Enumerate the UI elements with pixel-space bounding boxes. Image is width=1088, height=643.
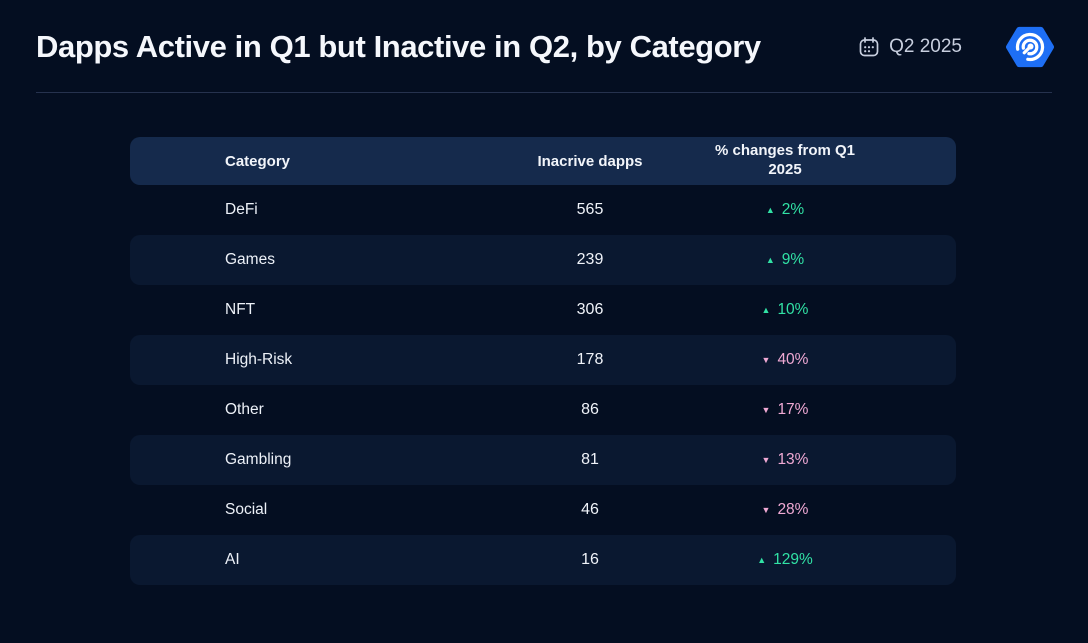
inactive-dapps-cell: 86 bbox=[581, 401, 599, 418]
inactive-dapps-cell: 565 bbox=[576, 201, 604, 218]
table-header-row: Category Inacrive dapps % changes from Q… bbox=[130, 137, 956, 185]
change-cell: ▲ 9% bbox=[695, 251, 875, 269]
change-value: 17% bbox=[777, 401, 809, 418]
table-row: Games 239 ▲ 9% bbox=[130, 235, 956, 285]
change-value: 40% bbox=[777, 351, 809, 368]
table-row: High-Risk 178 ▼ 40% bbox=[130, 335, 956, 385]
category-cell: Other bbox=[225, 401, 264, 418]
column-header-change: % changes from Q1 2025 bbox=[714, 142, 856, 178]
inactive-dapps-cell: 178 bbox=[576, 351, 604, 368]
trend-arrow-icon: ▼ bbox=[761, 354, 771, 365]
dapps-table: Category Inacrive dapps % changes from Q… bbox=[130, 137, 956, 585]
change-value: 13% bbox=[777, 451, 809, 468]
divider bbox=[36, 92, 1052, 93]
column-header-inactive-dapps: Inacrive dapps bbox=[537, 152, 643, 170]
category-cell: Games bbox=[225, 251, 275, 268]
trend-arrow-icon: ▲ bbox=[765, 254, 775, 265]
top-bar: Dapps Active in Q1 but Inactive in Q2, b… bbox=[0, 0, 1088, 74]
period-badge: Q2 2025 bbox=[858, 36, 962, 58]
category-cell: NFT bbox=[225, 301, 256, 318]
period-label: Q2 2025 bbox=[889, 36, 962, 57]
calendar-icon bbox=[858, 36, 880, 58]
category-cell: High-Risk bbox=[225, 351, 293, 368]
change-cell: ▲ 10% bbox=[695, 301, 875, 319]
table-row: Gambling 81 ▼ 13% bbox=[130, 435, 956, 485]
change-value: 10% bbox=[777, 301, 809, 318]
change-cell: ▼ 40% bbox=[695, 351, 875, 369]
change-cell: ▼ 13% bbox=[695, 451, 875, 469]
inactive-dapps-cell: 306 bbox=[576, 301, 604, 318]
table-row: DeFi 565 ▲ 2% bbox=[130, 185, 956, 235]
category-cell: AI bbox=[225, 551, 240, 568]
change-value: 28% bbox=[777, 501, 809, 518]
inactive-dapps-cell: 239 bbox=[576, 251, 604, 268]
trend-arrow-icon: ▼ bbox=[761, 504, 771, 515]
change-cell: ▼ 28% bbox=[695, 501, 875, 519]
change-cell: ▼ 17% bbox=[695, 401, 875, 419]
change-value: 9% bbox=[781, 251, 805, 268]
table-body: DeFi 565 ▲ 2% Games 239 ▲ 9% NFT 306 ▲ 1… bbox=[130, 185, 956, 585]
report-card: Dapps Active in Q1 but Inactive in Q2, b… bbox=[0, 0, 1088, 585]
category-cell: DeFi bbox=[225, 201, 258, 218]
change-value: 2% bbox=[781, 201, 805, 218]
table-row: Social 46 ▼ 28% bbox=[130, 485, 956, 535]
trend-arrow-icon: ▲ bbox=[765, 204, 775, 215]
change-value: 129% bbox=[773, 551, 813, 568]
inactive-dapps-cell: 81 bbox=[581, 451, 599, 468]
table-row: Other 86 ▼ 17% bbox=[130, 385, 956, 435]
table-row: AI 16 ▲ 129% bbox=[130, 535, 956, 585]
inactive-dapps-cell: 16 bbox=[581, 551, 599, 568]
change-cell: ▲ 2% bbox=[695, 201, 875, 219]
trend-arrow-icon: ▼ bbox=[761, 454, 771, 465]
trend-arrow-icon: ▲ bbox=[757, 554, 767, 565]
change-cell: ▲ 129% bbox=[695, 551, 875, 569]
table-row: NFT 306 ▲ 10% bbox=[130, 285, 956, 335]
column-header-category: Category bbox=[225, 152, 291, 170]
trend-arrow-icon: ▲ bbox=[761, 304, 771, 315]
inactive-dapps-cell: 46 bbox=[581, 501, 599, 518]
trend-arrow-icon: ▼ bbox=[761, 404, 771, 415]
top-right-group: Q2 2025 bbox=[858, 23, 1054, 71]
category-cell: Social bbox=[225, 501, 268, 518]
dappradar-logo bbox=[1006, 23, 1054, 71]
category-cell: Gambling bbox=[225, 451, 292, 468]
page-title: Dapps Active in Q1 but Inactive in Q2, b… bbox=[36, 29, 761, 64]
